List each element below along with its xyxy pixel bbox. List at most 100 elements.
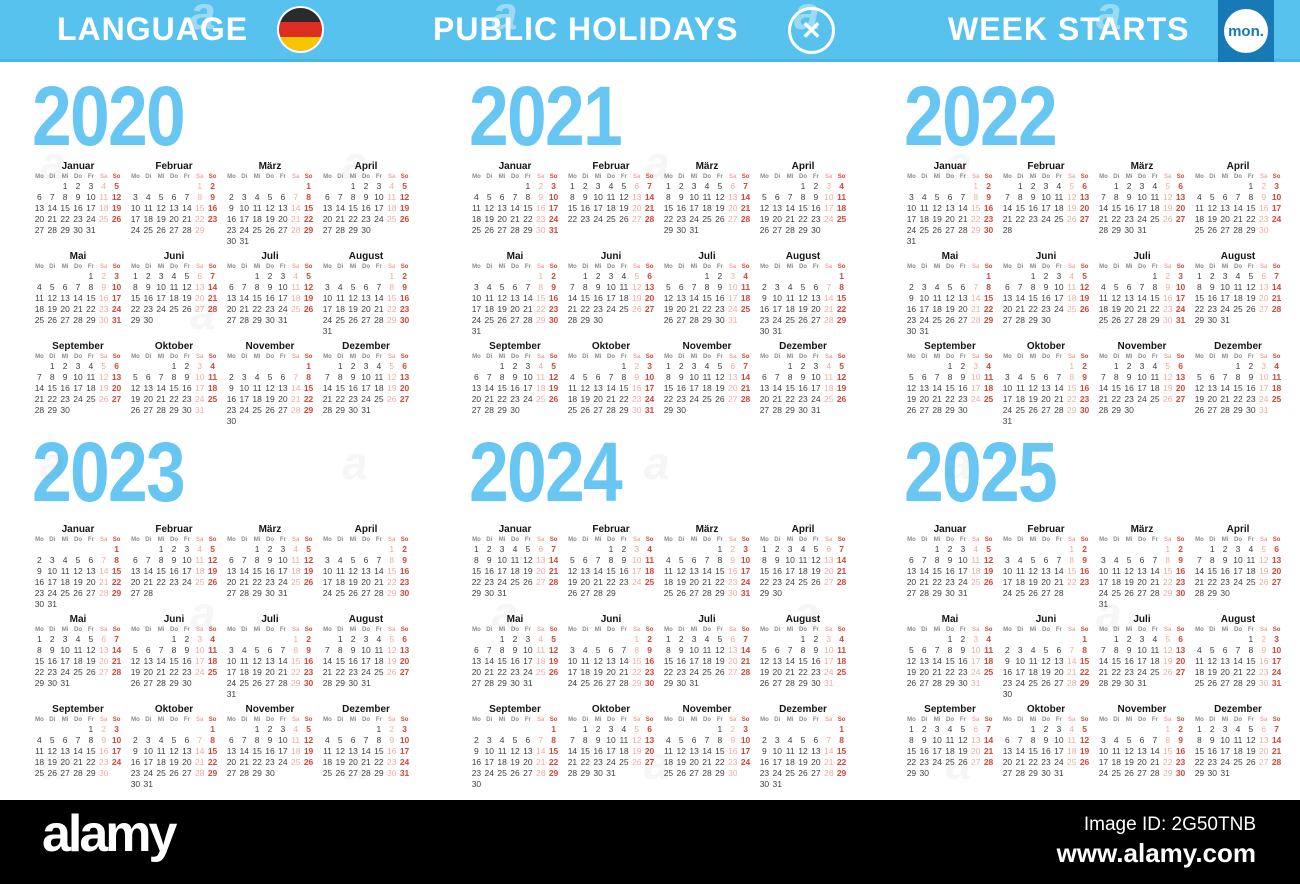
day-cell: 2: [1209, 724, 1215, 734]
day-cell: 12: [663, 293, 674, 303]
day-cell: 20: [399, 656, 410, 666]
month-name: November: [682, 704, 732, 715]
empty-cell: [193, 724, 206, 735]
day-cell: 11: [619, 735, 629, 745]
day-cell: 28: [932, 678, 942, 688]
day-cell: 20: [580, 577, 590, 587]
week-start-selector[interactable]: mon.: [1218, 0, 1274, 62]
day-cell: 25: [1271, 394, 1282, 404]
day-cell: 21: [194, 757, 205, 767]
empty-cell: [483, 634, 496, 645]
day-cell: 20: [1054, 667, 1064, 677]
day-cell: 16: [226, 214, 237, 224]
day-cell: 2: [813, 181, 819, 191]
day-cell: 29: [386, 315, 397, 325]
day-cell: 1: [909, 724, 914, 734]
day-cell: 10: [1054, 735, 1064, 745]
week-start-value[interactable]: mon.: [1224, 9, 1268, 53]
day-cell: 20: [772, 667, 782, 677]
empty-cell: [905, 544, 918, 555]
day-cell: 19: [386, 383, 397, 393]
day-cell: 4: [171, 271, 177, 281]
alamy-url: www.alamy.com: [1056, 838, 1256, 868]
day-cell: 18: [970, 566, 981, 576]
day-cell: 11: [143, 203, 153, 213]
day-cell: 2: [229, 192, 234, 202]
month-name: Januar: [498, 524, 532, 535]
empty-cell: [784, 181, 797, 192]
day-cell: 28: [484, 405, 494, 415]
day-cell: 14: [98, 566, 109, 576]
day-cell: 11: [252, 383, 262, 393]
weekday-header: Mo: [35, 717, 44, 723]
day-cell: 25: [194, 577, 205, 587]
month-name: März: [1130, 161, 1154, 172]
day-cell: 1: [621, 361, 627, 371]
day-cell: 10: [970, 645, 981, 655]
day-cell: 11: [837, 192, 847, 202]
weekday-header: Di: [145, 354, 152, 360]
day-cell: 14: [290, 203, 301, 213]
month-name: September: [52, 341, 104, 352]
day-cell: 14: [523, 293, 533, 303]
month-calendar: Mai Mo Di Mi Do Fr Sa So 1 2 3 4 5 6 7 8 9 10 11 12 13 14 15 16…: [470, 250, 560, 338]
weekday-header: Di: [145, 717, 152, 723]
day-cell: 9: [921, 735, 927, 745]
holidays-off-icon[interactable]: ✕: [788, 7, 835, 54]
day-cell: 26: [303, 577, 314, 587]
empty-cell: [483, 181, 496, 192]
day-cell: 23: [593, 757, 603, 767]
day-cell: 25: [143, 225, 153, 235]
weekday-header: Mi: [1125, 537, 1133, 543]
day-cell: 4: [254, 192, 260, 202]
weekday-header: Fr: [375, 354, 382, 360]
day-cell: 1: [49, 361, 55, 371]
day-cell: 5: [210, 544, 215, 554]
weekday-header: So: [208, 537, 217, 543]
weekday-header: Sa: [388, 354, 396, 360]
day-cell: 27: [361, 588, 371, 598]
empty-cell: [758, 634, 771, 645]
weekday-header: Do: [73, 264, 82, 270]
day-cell: 22: [523, 214, 533, 224]
day-cell: 2: [1043, 271, 1049, 281]
empty-cell: [33, 271, 46, 282]
day-cell: 20: [644, 293, 655, 303]
month-calendar: April Mo Di Mi Do Fr Sa So 1 2 3 4 5 6 7 8 9 10 11 12 13 14 15…: [1193, 160, 1283, 248]
day-cell: 22: [60, 214, 70, 224]
weekday-header-row: Mo Di Mi Do Fr Sa So: [470, 536, 560, 544]
month-calendar: November Mo Di Mi Do Fr Sa So 1 2 3 4 5 6 7 8 9 10 11 12 13 1…: [1097, 340, 1187, 428]
day-cell: 10: [374, 192, 384, 202]
day-cell: 16: [98, 746, 109, 756]
day-cell: 18: [386, 203, 397, 213]
day-cell: 29: [335, 678, 345, 688]
day-cell: 24: [239, 225, 249, 235]
day-cell: 1: [934, 544, 940, 554]
day-cell: 4: [921, 192, 927, 202]
empty-cell: [944, 271, 957, 282]
day-cell: 19: [303, 293, 314, 303]
month-calendar: Juni Mo Di Mi Do Fr Sa So 1 2 3 4 5 6 7 8 9 10 11 12 13 14 15 1…: [129, 613, 219, 701]
day-cell: 20: [226, 577, 237, 587]
day-cell: 17: [194, 656, 205, 666]
day-cell: 29: [1028, 315, 1038, 325]
day-cell: 28: [932, 405, 942, 415]
day-cell: 22: [86, 304, 96, 314]
german-flag-icon[interactable]: [279, 8, 322, 51]
empty-cell: [1193, 181, 1206, 192]
weekday-header-row: Mo Di Mi Do Fr Sa So: [33, 263, 123, 271]
day-cell: 30: [386, 768, 397, 778]
day-cell: 10: [471, 293, 482, 303]
weekday-header: Fr: [1247, 537, 1254, 543]
day-cell: 3: [486, 735, 492, 745]
year-months-grid: Januar Mo Di Mi Do Fr Sa So 1 2 3 4 5 6 7 8 9 10 11 12 13 14 1…: [33, 523, 411, 791]
weekday-header-row: Mo Di Mi Do Fr Sa So: [321, 716, 411, 724]
day-cell: 7: [158, 645, 164, 655]
month-calendar: September Mo Di Mi Do Fr Sa So 1 2 3 4 5 6 7 8 9 10 11 12 13…: [33, 340, 123, 428]
day-cell: 27: [226, 588, 237, 598]
day-cell: 31: [47, 599, 57, 609]
weekday-header: Do: [702, 627, 711, 633]
day-cell: 17: [785, 566, 795, 576]
day-cell: 6: [197, 271, 203, 281]
day-cell: 14: [47, 203, 57, 213]
